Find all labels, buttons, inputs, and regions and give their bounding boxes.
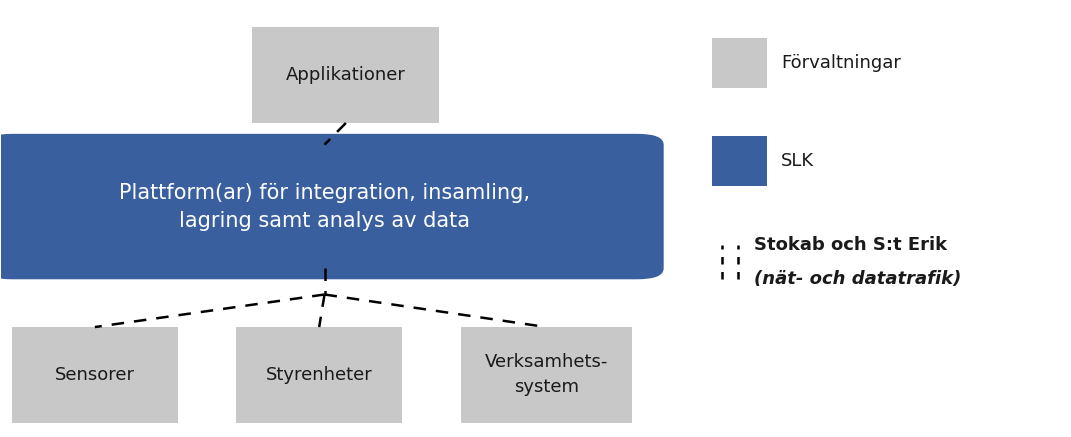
Text: Stokab och S:t Erik: Stokab och S:t Erik [754,236,948,253]
FancyBboxPatch shape [0,134,664,279]
Text: Förvaltningar: Förvaltningar [781,55,901,73]
Text: Applikationer: Applikationer [286,66,406,84]
FancyBboxPatch shape [237,327,402,423]
Text: Plattform(ar) för integration, insamling,
lagring samt analys av data: Plattform(ar) för integration, insamling… [119,183,530,231]
Text: (nät- och datatrafik): (nät- och datatrafik) [754,271,962,288]
FancyBboxPatch shape [12,327,178,423]
FancyBboxPatch shape [253,28,439,123]
Text: Styrenheter: Styrenheter [266,366,373,384]
FancyBboxPatch shape [712,38,767,88]
FancyBboxPatch shape [461,327,632,423]
FancyBboxPatch shape [712,136,767,186]
Text: SLK: SLK [781,152,814,170]
Text: Sensorer: Sensorer [55,366,135,384]
Text: Verksamhets-
system: Verksamhets- system [484,354,608,396]
